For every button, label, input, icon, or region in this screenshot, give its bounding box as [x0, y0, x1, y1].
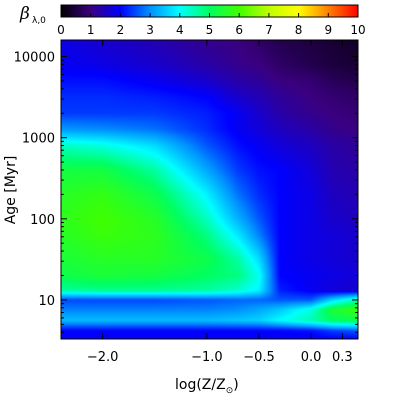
- colorbar-ticks: 0 1 2 3 4 5 6 7 8 9 10: [57, 13, 366, 37]
- colorbar-label-subscript: λ,0: [32, 16, 46, 26]
- colorbar-tick-label: 1: [87, 23, 95, 37]
- colorbar-tick-label: 8: [295, 23, 303, 37]
- x-tick-label: −1.0: [191, 350, 223, 365]
- x-tick-label: −0.5: [243, 350, 275, 365]
- x-tick-label: 0.0: [301, 350, 322, 365]
- y-tick-label: 1000: [22, 132, 55, 147]
- colorbar: β λ,0 0 1 2 3 4 5 6 7 8 9 10: [19, 4, 366, 37]
- colorbar-tick-label: 0: [57, 23, 65, 37]
- colorbar-tick-label: 7: [265, 23, 273, 37]
- y-tick-label: 10: [38, 294, 55, 309]
- x-tick-label: 0.3: [332, 350, 353, 365]
- x-axis-label: log(Z/Z⊙): [175, 377, 239, 396]
- y-axis-label: Age [Myr]: [3, 156, 19, 225]
- colorbar-tick-label: 10: [350, 23, 365, 37]
- colorbar-tick-label: 4: [176, 23, 184, 37]
- svg-text:Age [Myr]: Age [Myr]: [3, 156, 19, 225]
- plot-frame: [60, 39, 359, 340]
- x-tick-label: −2.0: [87, 350, 119, 365]
- colorbar-tick-label: 5: [206, 23, 214, 37]
- y-tick-label: 10000: [14, 51, 55, 66]
- x-axis-ticks: −2.0 −1.0 −0.5 0.0 0.3: [87, 40, 353, 365]
- colorbar-tick-label: 6: [235, 23, 243, 37]
- colorbar-gradient: [61, 5, 358, 17]
- colorbar-tick-label: 3: [146, 23, 154, 37]
- heatmap-field: [61, 40, 358, 339]
- y-tick-label: 100: [30, 213, 55, 228]
- colorbar-tick-label: 9: [324, 23, 332, 37]
- colorbar-label: β: [19, 4, 30, 24]
- colorbar-tick-label: 2: [117, 23, 125, 37]
- y-axis-ticks: 10 100 1000 10000: [14, 51, 358, 333]
